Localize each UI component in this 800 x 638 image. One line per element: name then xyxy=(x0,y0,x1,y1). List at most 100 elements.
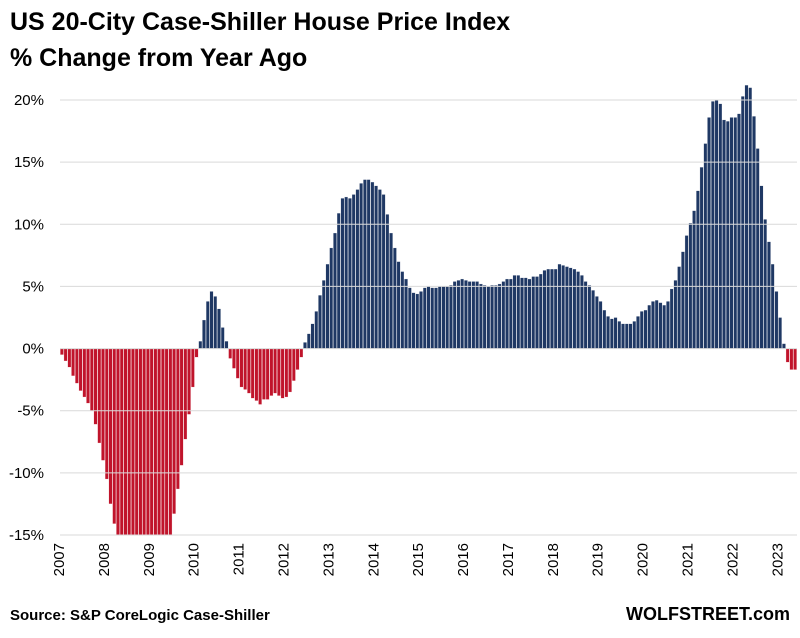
bar xyxy=(101,348,105,461)
bar xyxy=(168,348,173,535)
y-tick-label: 0% xyxy=(22,341,44,358)
bar xyxy=(262,348,266,400)
x-tick-label: 2022 xyxy=(724,543,741,576)
bar xyxy=(164,348,169,535)
bar xyxy=(479,283,483,349)
bar xyxy=(75,348,79,384)
bar xyxy=(60,348,64,355)
bar xyxy=(437,286,442,349)
bar xyxy=(456,280,461,349)
bar xyxy=(138,348,143,535)
bar xyxy=(445,286,450,349)
bar xyxy=(359,183,363,349)
bar xyxy=(505,278,509,349)
bar xyxy=(407,287,412,349)
bar xyxy=(411,292,416,349)
bar xyxy=(288,348,292,393)
bar xyxy=(617,321,622,349)
bar xyxy=(419,291,423,349)
bar xyxy=(482,285,487,349)
bar xyxy=(179,348,184,466)
bar xyxy=(217,308,221,349)
x-tick-label: 2017 xyxy=(500,543,517,576)
x-tick-label: 2016 xyxy=(455,543,472,576)
bar xyxy=(228,348,233,359)
bar xyxy=(501,281,506,349)
bar xyxy=(370,181,375,349)
bar xyxy=(157,348,161,535)
bar xyxy=(583,281,588,349)
bar xyxy=(131,348,135,535)
bar xyxy=(329,247,334,349)
bar xyxy=(774,291,779,349)
chart-title: US 20-City Case-Shiller House Price Inde… xyxy=(10,8,510,36)
bar xyxy=(508,278,513,349)
bar xyxy=(213,296,218,349)
bar xyxy=(250,348,255,399)
bar xyxy=(666,301,670,349)
bar xyxy=(759,185,764,349)
x-tick-label: 2014 xyxy=(365,543,382,576)
bar xyxy=(639,311,644,349)
bar xyxy=(82,348,87,398)
bar xyxy=(63,348,68,362)
bar xyxy=(561,265,566,349)
chart-subtitle: % Change from Year Ago xyxy=(10,44,307,72)
bar xyxy=(535,276,539,349)
bar xyxy=(725,120,730,349)
bar xyxy=(789,348,794,370)
bar xyxy=(576,271,580,349)
bar xyxy=(183,348,188,440)
bar xyxy=(669,288,674,349)
bar xyxy=(232,348,236,369)
bar xyxy=(321,280,326,349)
bar xyxy=(299,348,304,358)
bar xyxy=(273,348,277,394)
bar xyxy=(325,263,330,349)
y-tick-label: -10% xyxy=(9,465,44,482)
bar xyxy=(546,268,551,349)
bar xyxy=(643,309,648,349)
x-tick-label: 2010 xyxy=(186,543,203,576)
bar xyxy=(782,343,786,349)
bar xyxy=(729,117,734,349)
bar xyxy=(707,117,711,349)
bar xyxy=(703,143,708,349)
bar xyxy=(688,222,693,349)
bar xyxy=(692,210,696,349)
bar xyxy=(699,166,704,349)
bar xyxy=(527,278,532,349)
bar xyxy=(366,179,371,349)
y-tick-label: -5% xyxy=(17,403,44,420)
bar xyxy=(426,286,431,349)
bar xyxy=(452,281,457,349)
bar xyxy=(127,348,132,535)
bar xyxy=(523,277,528,349)
bar xyxy=(134,348,139,535)
bar xyxy=(647,304,652,349)
x-tick-label: 2007 xyxy=(51,543,68,576)
bar xyxy=(220,327,225,349)
bar xyxy=(280,348,285,399)
bar xyxy=(490,285,494,349)
bar xyxy=(662,304,667,349)
bar xyxy=(475,281,479,349)
bar xyxy=(722,119,726,349)
bar xyxy=(486,286,491,349)
bar xyxy=(348,198,352,349)
y-tick-label: 5% xyxy=(22,278,44,295)
bar xyxy=(389,232,393,349)
bar xyxy=(624,323,629,349)
source: Source: S&P CoreLogic Case-Shiller xyxy=(10,607,270,624)
bar xyxy=(531,276,536,349)
bar xyxy=(565,266,569,349)
bar xyxy=(269,348,274,396)
bar xyxy=(449,285,453,349)
bar xyxy=(67,348,72,368)
bar xyxy=(351,194,356,349)
x-tick-label: 2009 xyxy=(141,543,158,576)
bar xyxy=(767,241,771,349)
y-tick-label: 20% xyxy=(14,92,44,109)
bar xyxy=(258,348,262,405)
